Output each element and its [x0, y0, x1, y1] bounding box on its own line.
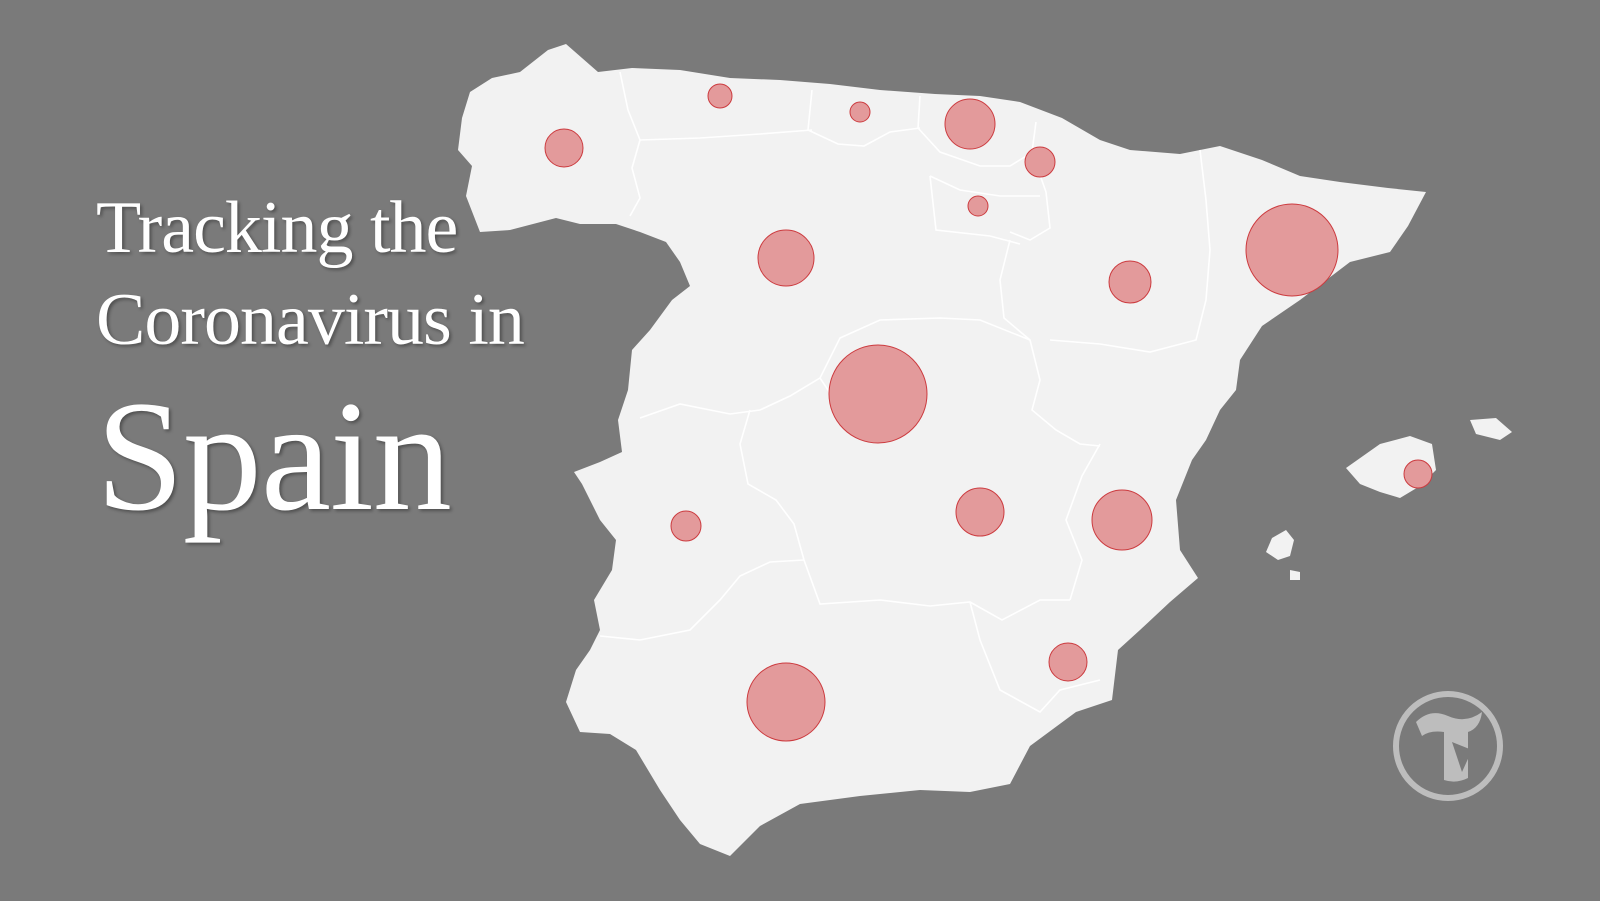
bubble-aragon	[1108, 260, 1152, 304]
mainland-spain	[458, 44, 1426, 856]
balearic-islands	[1266, 418, 1512, 580]
bubble-navarra	[1024, 146, 1056, 178]
bubble-catalonia	[1245, 203, 1339, 297]
bubble-galicia	[544, 128, 584, 168]
bubble-murcia	[1048, 642, 1088, 682]
bubble-andalusia	[746, 662, 826, 742]
bubble-balearic-islands	[1403, 459, 1433, 489]
bubble-castilla-la-mancha	[955, 487, 1005, 537]
bubble-asturias	[707, 83, 733, 109]
bubble-basque-country	[944, 98, 996, 150]
headline-country: Spain	[96, 369, 452, 544]
bubble-valencia	[1091, 489, 1153, 551]
bubble-castilla-y-leon	[757, 229, 815, 287]
headline-line-2: Coronavirus in	[96, 279, 525, 361]
nyt-t-logo-icon	[1390, 688, 1506, 804]
case-bubbles	[544, 83, 1433, 742]
bubble-extremadura	[670, 510, 702, 542]
bubble-madrid	[828, 344, 928, 444]
headline-line-1: Tracking the	[96, 187, 458, 269]
bubble-la-rioja	[967, 195, 989, 217]
headline: Tracking the Coronavirus in Spain	[96, 182, 525, 544]
bubble-cantabria	[849, 101, 871, 123]
